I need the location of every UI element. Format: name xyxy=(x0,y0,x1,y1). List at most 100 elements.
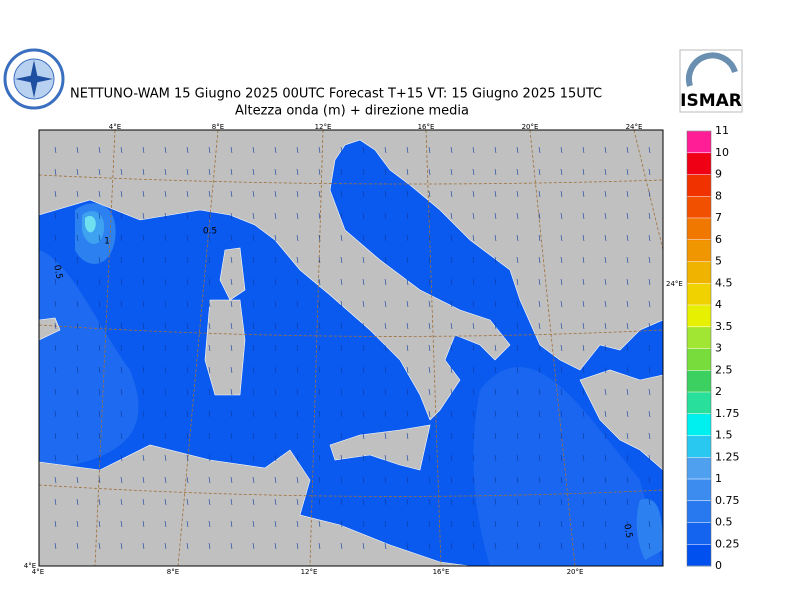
direction-arrow xyxy=(604,146,607,154)
direction-arrow xyxy=(340,476,343,484)
direction-arrow xyxy=(604,476,607,484)
direction-arrow xyxy=(384,146,387,154)
direction-arrow xyxy=(538,476,541,484)
direction-arrow xyxy=(164,432,167,440)
direction-arrow xyxy=(252,190,255,198)
direction-arrow xyxy=(76,388,79,396)
colorbar-label: 10 xyxy=(715,146,729,159)
direction-arrow xyxy=(76,256,79,264)
direction-arrow xyxy=(318,278,321,286)
direction-arrow xyxy=(428,234,431,242)
colorbar-label: 8 xyxy=(715,189,722,202)
direction-arrow xyxy=(626,542,629,550)
direction-arrow xyxy=(274,542,277,550)
colorbar-label: 4 xyxy=(715,298,722,311)
direction-arrow xyxy=(384,212,387,220)
direction-arrow xyxy=(472,190,475,198)
direction-arrow xyxy=(340,542,343,550)
direction-arrow xyxy=(516,234,519,242)
direction-arrow xyxy=(450,454,453,462)
direction-arrow xyxy=(340,498,343,506)
direction-arrow xyxy=(142,498,145,506)
direction-arrow xyxy=(164,278,167,286)
direction-arrow xyxy=(516,168,519,176)
direction-arrow xyxy=(406,234,409,242)
direction-arrow xyxy=(472,234,475,242)
direction-arrow xyxy=(472,410,475,418)
direction-arrow xyxy=(560,322,563,330)
logo-text: ISMAR xyxy=(680,91,742,111)
direction-arrow xyxy=(384,256,387,264)
land xyxy=(38,444,471,567)
wave-area xyxy=(85,215,96,233)
direction-arrow xyxy=(296,256,299,264)
direction-arrow xyxy=(648,256,651,264)
direction-arrow xyxy=(626,146,629,154)
graticule-label: 12°E xyxy=(315,123,332,131)
direction-arrow xyxy=(340,410,343,418)
direction-arrow xyxy=(186,520,189,528)
direction-arrow xyxy=(274,498,277,506)
direction-arrow xyxy=(142,520,145,528)
direction-arrow xyxy=(604,410,607,418)
direction-arrow xyxy=(648,212,651,220)
direction-arrow xyxy=(516,366,519,374)
direction-arrow xyxy=(252,388,255,396)
colorbar-label: 3.5 xyxy=(715,320,733,333)
direction-arrow xyxy=(54,344,57,352)
direction-arrow xyxy=(406,256,409,264)
direction-arrow xyxy=(560,168,563,176)
direction-arrow xyxy=(76,190,79,198)
direction-arrow xyxy=(208,520,211,528)
direction-arrow xyxy=(626,432,629,440)
direction-arrow xyxy=(626,278,629,286)
direction-arrow xyxy=(538,300,541,308)
direction-arrow xyxy=(296,388,299,396)
direction-arrow xyxy=(164,212,167,220)
direction-arrow xyxy=(296,410,299,418)
direction-arrow xyxy=(142,300,145,308)
direction-arrow xyxy=(406,454,409,462)
direction-arrow xyxy=(626,256,629,264)
direction-arrow xyxy=(428,256,431,264)
direction-arrow xyxy=(318,190,321,198)
direction-arrow xyxy=(428,322,431,330)
direction-arrow xyxy=(582,366,585,374)
direction-arrow xyxy=(626,366,629,374)
direction-arrow xyxy=(120,322,123,330)
direction-arrow xyxy=(186,146,189,154)
direction-arrow xyxy=(538,234,541,242)
direction-arrow xyxy=(208,168,211,176)
direction-arrow xyxy=(340,168,343,176)
direction-arrow xyxy=(626,410,629,418)
direction-arrow xyxy=(318,212,321,220)
direction-arrow xyxy=(252,168,255,176)
colorbar-swatch xyxy=(687,283,711,306)
direction-arrow xyxy=(384,234,387,242)
direction-arrow xyxy=(494,498,497,506)
wave-area xyxy=(636,498,663,560)
direction-arrow xyxy=(472,454,475,462)
direction-arrow xyxy=(472,432,475,440)
direction-arrow xyxy=(296,212,299,220)
direction-arrow xyxy=(626,476,629,484)
direction-arrow xyxy=(76,344,79,352)
direction-arrow xyxy=(626,190,629,198)
colorbar-frame xyxy=(686,130,712,567)
direction-arrow xyxy=(230,256,233,264)
direction-arrow xyxy=(648,168,651,176)
direction-arrow xyxy=(120,344,123,352)
direction-arrow xyxy=(230,366,233,374)
direction-arrow xyxy=(450,256,453,264)
direction-arrow xyxy=(560,212,563,220)
direction-arrow xyxy=(164,146,167,154)
colorbar-swatch xyxy=(687,500,711,523)
direction-arrow xyxy=(230,542,233,550)
direction-arrow xyxy=(208,190,211,198)
direction-arrow xyxy=(186,212,189,220)
direction-arrow xyxy=(120,520,123,528)
direction-arrow xyxy=(252,498,255,506)
direction-arrow xyxy=(560,410,563,418)
direction-arrow xyxy=(582,322,585,330)
direction-arrow xyxy=(318,542,321,550)
